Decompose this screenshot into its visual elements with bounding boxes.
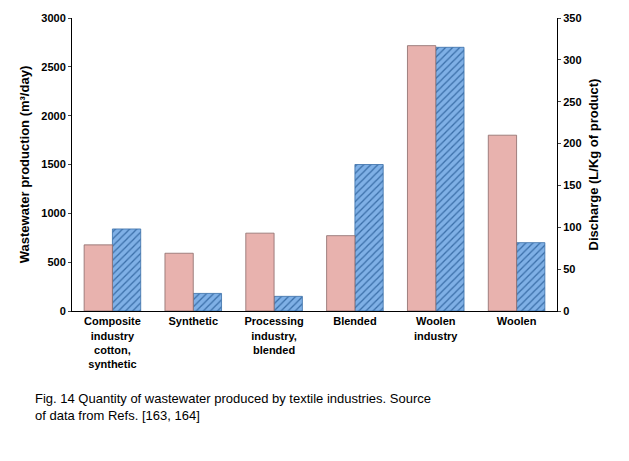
svg-text:Discharge (L/Kg of product): Discharge (L/Kg of product)	[586, 79, 601, 251]
svg-text:Fig. 14 Quantity of wastewater: Fig. 14 Quantity of wastewater produced …	[35, 391, 431, 423]
svg-text:Woolenindustry: Woolenindustry	[414, 315, 458, 341]
svg-text:200: 200	[563, 137, 581, 149]
svg-text:150: 150	[563, 179, 581, 191]
svg-text:1000: 1000	[41, 207, 65, 219]
svg-text:300: 300	[563, 54, 581, 66]
svg-text:2500: 2500	[41, 61, 65, 73]
svg-text:500: 500	[47, 256, 65, 268]
svg-text:250: 250	[563, 96, 581, 108]
svg-text:Wastewater production (m³/day): Wastewater production (m³/day)	[17, 66, 32, 263]
svg-text:Compositeindustrycotton,synthe: Compositeindustrycotton,synthetic	[84, 315, 141, 370]
svg-text:Woolen: Woolen	[497, 315, 537, 327]
svg-text:2000: 2000	[41, 110, 65, 122]
svg-text:50: 50	[563, 263, 575, 275]
svg-text:Blended: Blended	[333, 315, 376, 327]
svg-text:Processingindustry,blended: Processingindustry,blended	[244, 315, 303, 356]
svg-text:3000: 3000	[41, 12, 65, 24]
svg-text:Synthetic: Synthetic	[168, 315, 218, 327]
svg-text:100: 100	[563, 221, 581, 233]
svg-text:0: 0	[60, 305, 66, 317]
svg-text:0: 0	[563, 305, 569, 317]
svg-text:1500: 1500	[41, 158, 65, 170]
svg-text:350: 350	[563, 12, 581, 24]
